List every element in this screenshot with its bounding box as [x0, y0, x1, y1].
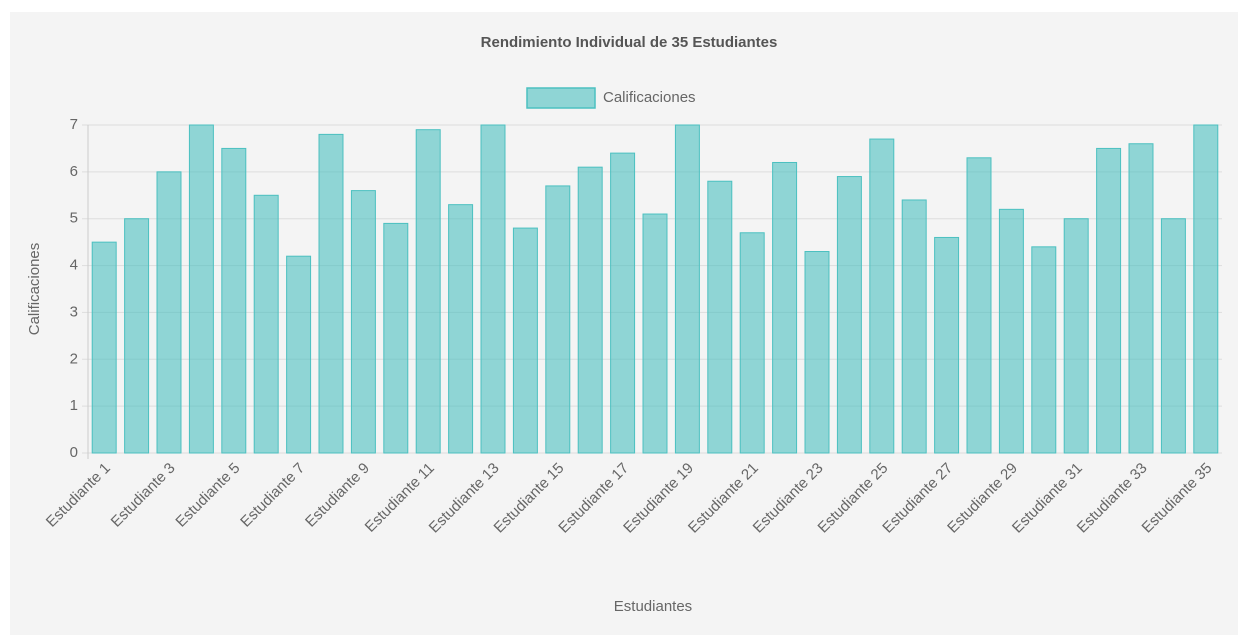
y-tick-label: 1 — [70, 397, 78, 414]
bar — [1096, 147, 1122, 454]
bar — [124, 218, 150, 454]
y-tick-label: 3 — [70, 303, 78, 320]
bar — [512, 227, 538, 454]
bar — [739, 232, 765, 454]
y-tick-label: 2 — [70, 350, 78, 367]
bar — [674, 124, 700, 454]
bar — [286, 255, 312, 454]
legend-swatch — [526, 87, 596, 109]
y-tick-label: 5 — [70, 210, 78, 227]
bar — [545, 185, 571, 454]
bar — [998, 208, 1024, 454]
bar — [383, 222, 409, 454]
bar — [448, 204, 474, 454]
bar — [901, 199, 927, 454]
bar — [610, 152, 636, 454]
bar — [577, 166, 603, 454]
y-axis-title: Calificaciones — [26, 243, 43, 336]
bar — [642, 213, 668, 454]
y-tick-label: 4 — [70, 257, 78, 274]
bar — [415, 129, 441, 454]
bar — [707, 180, 733, 454]
bar — [869, 138, 895, 454]
bar — [480, 124, 506, 454]
chart-title: Rendimiento Individual de 35 Estudiantes — [481, 34, 778, 51]
y-tick-label: 7 — [70, 116, 78, 133]
bar — [804, 251, 830, 454]
bar — [1160, 218, 1186, 454]
bar — [1193, 124, 1219, 454]
bar — [1128, 143, 1154, 454]
bar — [91, 241, 117, 454]
x-axis-title: Estudiantes — [614, 598, 692, 615]
y-tick-label: 0 — [70, 444, 78, 461]
bar — [253, 194, 279, 454]
bar — [934, 236, 960, 454]
bar — [836, 176, 862, 454]
bar — [350, 190, 376, 454]
bar — [318, 133, 344, 454]
bar — [1063, 218, 1089, 454]
legend-label: Calificaciones — [603, 89, 696, 106]
bar — [188, 124, 214, 454]
bar — [772, 161, 798, 454]
bar — [966, 157, 992, 454]
y-tick-label: 6 — [70, 163, 78, 180]
bar — [156, 171, 182, 454]
bar — [221, 147, 247, 454]
bar — [1031, 246, 1057, 454]
